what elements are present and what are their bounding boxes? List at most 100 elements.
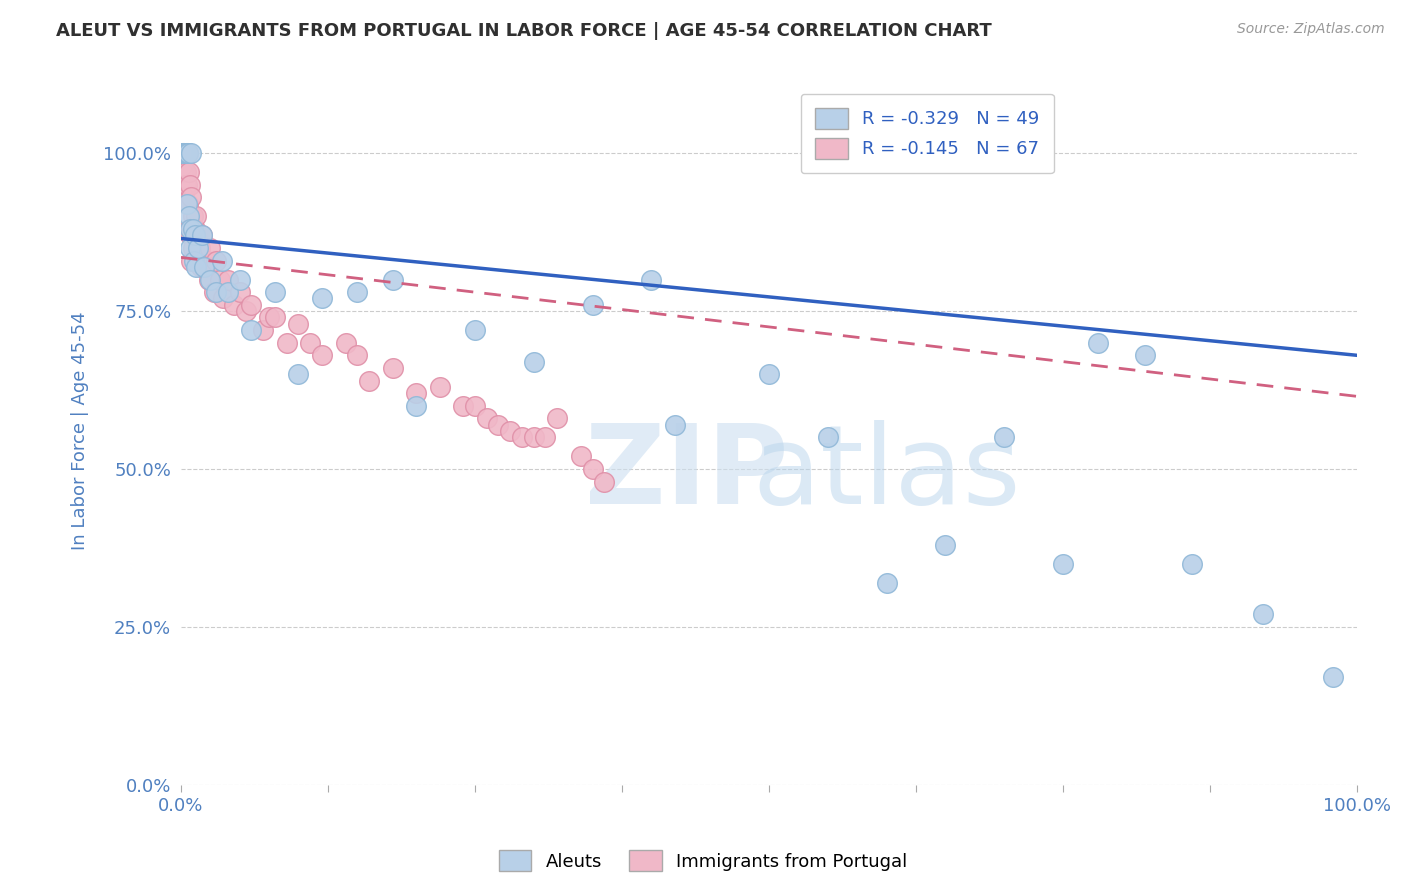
Point: [299, 335, 322, 350]
Point: [177, 210, 200, 224]
Point: [405, 399, 427, 413]
Point: [198, 272, 221, 286]
Point: [464, 399, 486, 413]
Point: [177, 146, 200, 161]
Point: [240, 298, 263, 312]
Point: [257, 310, 280, 325]
Point: [817, 430, 839, 444]
Point: [176, 146, 198, 161]
Point: [177, 146, 200, 161]
Point: [200, 272, 222, 286]
Point: [1135, 348, 1157, 362]
Point: [173, 146, 195, 161]
Point: [217, 285, 239, 300]
Point: [188, 241, 211, 255]
Point: [934, 538, 956, 552]
Point: [173, 146, 195, 161]
Point: [187, 241, 209, 255]
Point: [170, 146, 193, 161]
Point: [179, 222, 201, 236]
Legend: Aleuts, Immigrants from Portugal: Aleuts, Immigrants from Portugal: [492, 843, 914, 879]
Point: [429, 380, 451, 394]
Text: ALEUT VS IMMIGRANTS FROM PORTUGAL IN LABOR FORCE | AGE 45-54 CORRELATION CHART: ALEUT VS IMMIGRANTS FROM PORTUGAL IN LAB…: [56, 22, 993, 40]
Point: [523, 430, 546, 444]
Point: [172, 165, 194, 179]
Point: [499, 424, 522, 438]
Point: [205, 285, 228, 300]
Point: [184, 222, 207, 236]
Legend: R = -0.329   N = 49, R = -0.145   N = 67: R = -0.329 N = 49, R = -0.145 N = 67: [801, 94, 1054, 173]
Point: [546, 411, 568, 425]
Point: [405, 386, 427, 401]
Point: [475, 411, 498, 425]
Point: [276, 335, 298, 350]
Point: [311, 348, 333, 362]
Point: [1181, 557, 1204, 571]
Point: [170, 159, 193, 173]
Point: [186, 253, 208, 268]
Point: [1052, 557, 1074, 571]
Text: ZIP: ZIP: [585, 420, 789, 527]
Point: [212, 292, 235, 306]
Point: [993, 430, 1015, 444]
Point: [170, 146, 193, 161]
Point: [172, 146, 194, 161]
Point: [569, 450, 592, 464]
Point: [208, 272, 231, 286]
Point: [174, 165, 197, 179]
Point: [287, 317, 309, 331]
Point: [581, 298, 603, 312]
Point: [193, 260, 215, 274]
Point: [357, 374, 380, 388]
Point: [1087, 335, 1109, 350]
Point: [173, 165, 195, 179]
Point: [211, 253, 233, 268]
Point: [190, 260, 212, 274]
Point: [534, 430, 557, 444]
Point: [183, 222, 205, 236]
Point: [202, 285, 225, 300]
Point: [180, 146, 202, 161]
Point: [451, 399, 474, 413]
Point: [177, 165, 200, 179]
Point: [876, 575, 898, 590]
Point: [180, 253, 202, 268]
Point: [195, 253, 218, 268]
Point: [311, 292, 333, 306]
Point: [252, 323, 274, 337]
Point: [264, 310, 287, 325]
Point: [176, 146, 198, 161]
Y-axis label: In Labor Force | Age 45-54: In Labor Force | Age 45-54: [72, 312, 89, 550]
Point: [180, 190, 202, 204]
Point: [593, 475, 616, 489]
Point: [523, 354, 546, 368]
Point: [174, 178, 197, 192]
Point: [581, 462, 603, 476]
Point: [174, 146, 197, 161]
Point: [205, 253, 228, 268]
Point: [177, 222, 200, 236]
Point: [184, 228, 207, 243]
Point: [287, 368, 309, 382]
Point: [181, 222, 204, 236]
Point: [235, 304, 257, 318]
Point: [183, 253, 205, 268]
Point: [193, 260, 215, 274]
Point: [174, 146, 197, 161]
Point: [179, 228, 201, 243]
Point: [179, 178, 201, 192]
Point: [228, 285, 250, 300]
Point: [187, 235, 209, 249]
Point: [1322, 670, 1344, 684]
Point: [486, 417, 509, 432]
Point: [176, 178, 198, 192]
Point: [200, 241, 222, 255]
Point: [176, 196, 198, 211]
Point: [191, 228, 214, 243]
Text: Source: ZipAtlas.com: Source: ZipAtlas.com: [1237, 22, 1385, 37]
Point: [758, 368, 780, 382]
Point: [173, 146, 195, 161]
Point: [1251, 607, 1274, 622]
Point: [335, 335, 357, 350]
Point: [240, 323, 263, 337]
